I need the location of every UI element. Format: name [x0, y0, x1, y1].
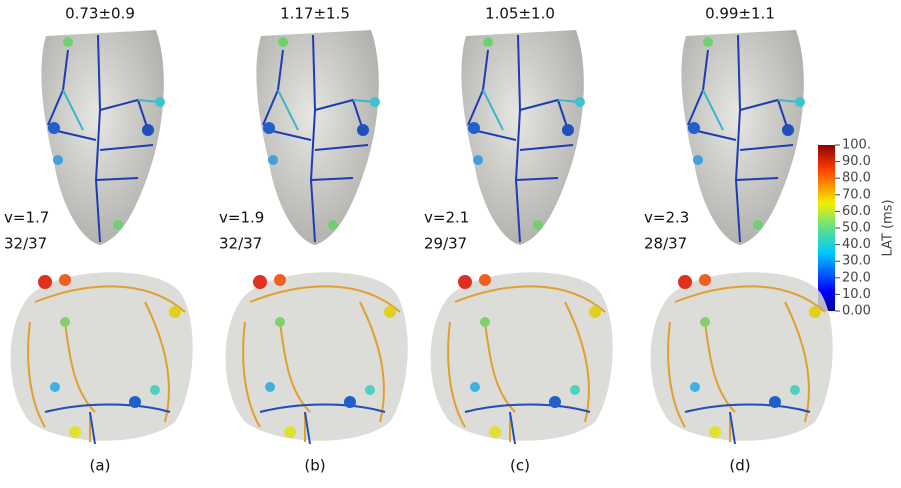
count-label: 32/37 — [219, 235, 262, 253]
colorbar-tick-label: 30.0 — [842, 254, 871, 269]
panel-metric: 1.05±1.0 — [485, 5, 555, 23]
colorbar-title: LAT (ms) — [881, 199, 896, 256]
panel-metric: 0.73±0.9 — [65, 5, 135, 23]
panel-label: (d) — [729, 457, 750, 475]
heart-bottom-view — [224, 271, 409, 445]
heart-top-view — [255, 29, 381, 246]
panel-label: (b) — [304, 457, 325, 475]
colorbar-tick-label: 20.0 — [842, 270, 871, 285]
heart-top-view — [460, 29, 586, 246]
colorbar-tick-label: 90.0 — [842, 154, 871, 169]
panel-metric: 1.17±1.5 — [280, 5, 350, 23]
count-label: 29/37 — [424, 235, 467, 253]
colorbar-tick-label: 80.0 — [842, 171, 871, 186]
heart-bottom-view — [9, 271, 194, 445]
colorbar-tick-label: 100. — [842, 138, 871, 153]
colorbar — [818, 145, 835, 311]
heart-top-view — [680, 29, 806, 246]
velocity-label: v=1.9 — [219, 209, 264, 227]
count-label: 28/37 — [644, 235, 687, 253]
colorbar-tick-label: 50.0 — [842, 221, 871, 236]
colorbar-tick-label: 10.0 — [842, 287, 871, 302]
panel-metric: 0.99±1.1 — [705, 5, 775, 23]
count-label: 32/37 — [4, 235, 47, 253]
velocity-label: v=1.7 — [4, 209, 49, 227]
heart-top-view — [40, 29, 166, 246]
velocity-label: v=2.3 — [644, 209, 689, 227]
colorbar-tick-label: 0.00 — [842, 304, 871, 319]
colorbar-tick-label: 70.0 — [842, 187, 871, 202]
colorbar-tick-label: 40.0 — [842, 237, 871, 252]
heart-bottom-view — [649, 271, 834, 445]
panel-label: (a) — [90, 457, 111, 475]
panel-label: (c) — [510, 457, 530, 475]
velocity-label: v=2.1 — [424, 209, 469, 227]
colorbar-tick-label: 60.0 — [842, 204, 871, 219]
heart-bottom-view — [429, 271, 614, 445]
